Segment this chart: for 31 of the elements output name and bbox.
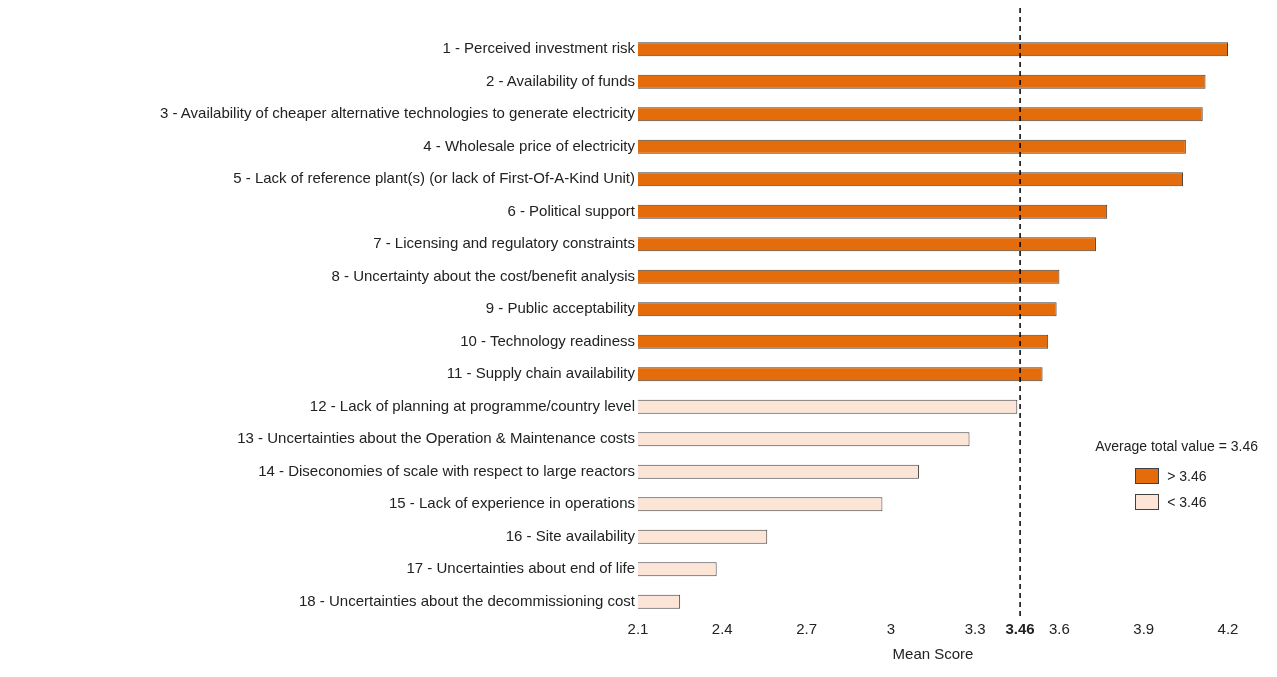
x-tick-label: 2.1 — [627, 620, 649, 638]
x-tick-label: 3.46 — [1005, 620, 1035, 638]
y-tick-label: 11 - Supply chain availability — [446, 364, 636, 382]
y-tick-label: 3 - Availability of cheaper alternative technologies to generate electricity — [160, 104, 636, 122]
legend-label: > 3.46 — [1167, 468, 1207, 484]
x-tick-label: 3.6 — [1049, 620, 1070, 638]
y-tick-label: 12 - Lack of planning at programme/country level — [309, 396, 635, 414]
y-tick-label: 2 - Availability of funds — [486, 71, 635, 89]
y-tick-label: 16 - Site availability — [505, 526, 636, 544]
x-axis-title: Mean Score — [892, 645, 974, 663]
y-tick-label: 1 - Perceived investment risk — [442, 39, 636, 57]
y-tick-label: 17 - Uncertainties about end of life — [406, 559, 635, 577]
y-tick-label: 15 - Lack of experience in operations — [389, 494, 635, 512]
y-tick-label: 14 - Diseconomies of scale with respect to large reactors — [258, 461, 635, 479]
x-tick-label: 3 — [886, 620, 896, 638]
legend-label: < 3.46 — [1167, 494, 1207, 510]
y-tick-label: 6 - Political support — [507, 201, 636, 219]
y-tick-label: 7 - Licensing and regulatory constraints — [373, 234, 635, 252]
y-tick-label: 4 - Wholesale price of electricity — [423, 136, 636, 154]
y-tick-label: 10 - Technology readiness — [460, 331, 635, 349]
x-tick-label: 2.7 — [796, 620, 817, 638]
x-tick-label: 2.4 — [711, 620, 733, 638]
x-tick-label: 4.2 — [1217, 620, 1239, 638]
x-tick-label: 3.9 — [1133, 620, 1155, 638]
y-tick-label: 9 - Public acceptability — [485, 299, 636, 317]
y-tick-label: 8 - Uncertainty about the cost/benefit analysis — [331, 266, 635, 284]
y-tick-label: 18 - Uncertainties about the decommissioning cost — [298, 591, 636, 609]
y-tick-label: 13 - Uncertainties about the Operation & Maintenance costs — [237, 429, 635, 447]
y-tick-label: 5 - Lack of reference plant(s) (or lack of First-Of-A-Kind Unit) — [233, 169, 635, 187]
x-tick-label: 3.3 — [964, 620, 986, 638]
legend-title: Average total value = 3.46 — [1095, 438, 1258, 454]
